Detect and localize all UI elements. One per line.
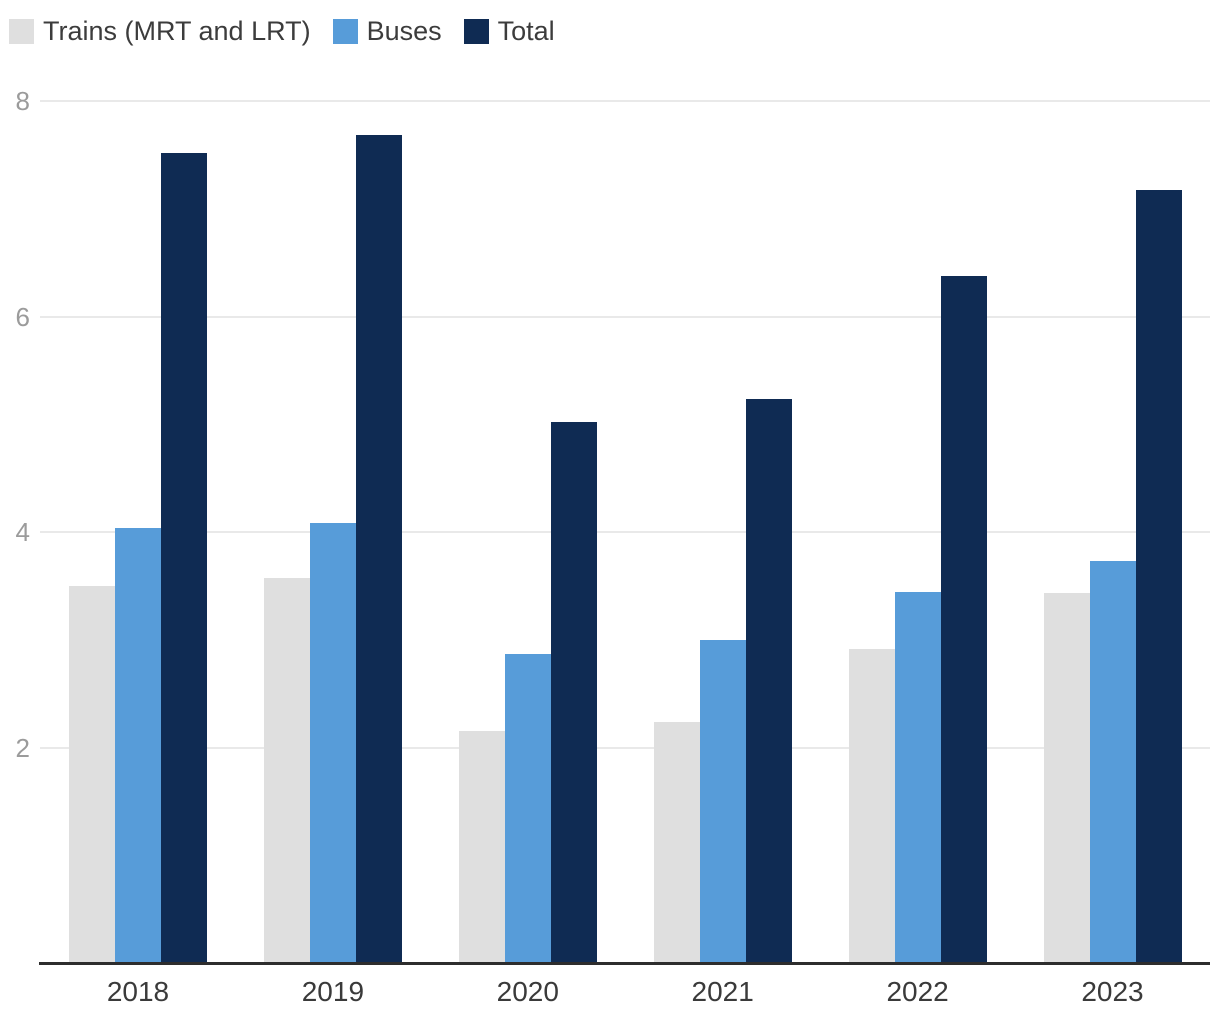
legend-swatch-icon	[9, 19, 34, 44]
legend-swatch-icon	[332, 19, 358, 44]
bar-buses-2018[interactable]	[115, 527, 161, 963]
legend-item-trains-mrt-and-lrt[interactable]: Trains (MRT and LRT)	[9, 18, 311, 45]
legend-swatch-icon	[463, 19, 489, 44]
bar-trains-mrt-and-lrt-2018[interactable]	[69, 585, 115, 963]
bar-buses-2019[interactable]	[309, 523, 356, 963]
x-tick-label-2018: 2018	[106, 976, 170, 1007]
bar-buses-2020[interactable]	[504, 653, 551, 963]
gridline-2	[40, 746, 1210, 749]
bar-trains-mrt-and-lrt-2022[interactable]	[848, 649, 895, 963]
bar-total-2023[interactable]	[1135, 190, 1182, 963]
gridline-6	[40, 315, 1210, 318]
x-tick-label-2019: 2019	[301, 976, 365, 1007]
x-tick-label-2022: 2022	[886, 976, 949, 1007]
x-tick-label-2020: 2020	[496, 976, 559, 1007]
bar-buses-2022[interactable]	[894, 592, 941, 963]
bar-total-2019[interactable]	[355, 135, 402, 963]
legend-label: Total	[497, 16, 555, 46]
y-tick-label-6: 6	[15, 301, 30, 332]
legend-item-buses[interactable]: Buses	[332, 16, 442, 46]
bar-buses-2023[interactable]	[1089, 561, 1136, 963]
x-axis-line	[39, 962, 1210, 965]
chart-legend: Trains (MRT and LRT) Buses Total	[9, 18, 555, 45]
bar-trains-mrt-and-lrt-2021[interactable]	[653, 721, 700, 963]
y-tick-label-4: 4	[15, 517, 30, 547]
y-tick-label-2: 2	[15, 732, 30, 763]
bar-total-2020[interactable]	[550, 422, 597, 963]
bar-trains-mrt-and-lrt-2019[interactable]	[263, 578, 310, 963]
x-tick-label-2021: 2021	[691, 976, 754, 1007]
bar-total-2021[interactable]	[745, 399, 792, 963]
bar-trains-mrt-and-lrt-2023[interactable]	[1043, 593, 1090, 963]
gridline-4	[40, 531, 1210, 533]
legend-item-total[interactable]: Total	[463, 16, 555, 46]
bar-total-2018[interactable]	[161, 152, 207, 963]
bar-trains-mrt-and-lrt-2020[interactable]	[458, 731, 505, 963]
bar-buses-2021[interactable]	[699, 639, 746, 963]
y-tick-label-8: 8	[15, 86, 30, 116]
gridline-8	[40, 100, 1210, 102]
x-tick-label-2023: 2023	[1081, 976, 1144, 1007]
legend-label: Trains (MRT and LRT)	[43, 16, 311, 46]
legend-label: Buses	[366, 16, 442, 46]
bar-total-2022[interactable]	[940, 275, 987, 963]
